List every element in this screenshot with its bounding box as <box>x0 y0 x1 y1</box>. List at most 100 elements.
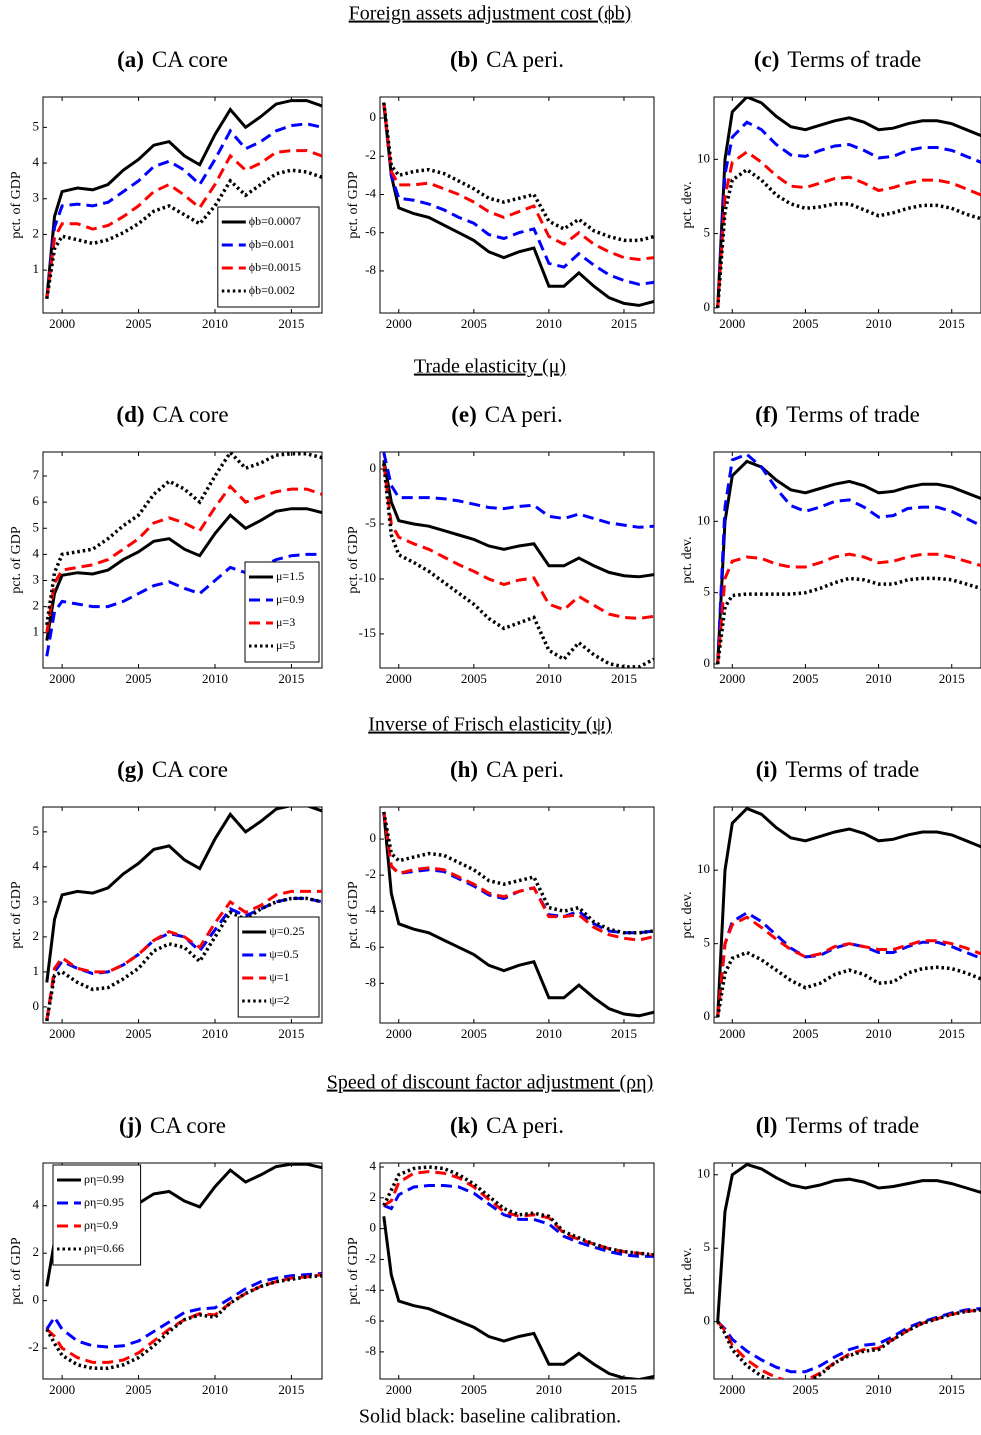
y-tick-label: 6 <box>33 493 40 508</box>
series-line <box>45 122 322 299</box>
y-tick-label: 1 <box>33 963 40 978</box>
series-line <box>716 459 981 665</box>
y-tick-label: 7 <box>33 467 40 482</box>
y-axis-label: pct. dev. <box>680 1248 695 1295</box>
legend-label: ψ=1 <box>269 970 289 984</box>
series-line <box>715 950 981 1018</box>
y-axis-label: pct. of GDP <box>9 881 24 948</box>
x-tick-label: 2015 <box>939 671 965 686</box>
y-tick-label: 0 <box>370 830 377 845</box>
panel-label: (f) <box>755 402 778 427</box>
plot-frame <box>713 451 981 669</box>
y-tick-label: 0 <box>704 1313 711 1328</box>
panel: (e) CA peri. pct. of GDP 2000 2005 2010 2015 -1… <box>346 402 655 686</box>
x-tick-label: 2005 <box>126 316 152 331</box>
legend-label: ρη=0.66 <box>84 1241 124 1255</box>
panel: (j) CA core pct. of GDP 2000 2005 2010 2015 -2 0… <box>9 1113 323 1397</box>
y-tick-label: -4 <box>365 902 376 917</box>
x-tick-label: 2000 <box>49 671 75 686</box>
y-axis-label: pct. dev. <box>680 537 695 584</box>
panel-title-text: CA peri. <box>486 47 564 72</box>
series-line <box>382 463 654 621</box>
panel-title-text: CA core <box>152 757 228 782</box>
x-tick-label: 2005 <box>461 1382 487 1397</box>
x-tick-label: 2015 <box>939 1026 965 1041</box>
panel-title-text: CA core <box>150 1113 226 1138</box>
y-tick-label: -6 <box>365 224 376 239</box>
legend-label: ρη=0.95 <box>84 1195 124 1209</box>
panel-label: (l) <box>756 1113 778 1138</box>
panel-title: (d) CA core <box>116 402 228 427</box>
y-tick-label: 5 <box>704 1239 711 1254</box>
x-tick-label: 2005 <box>792 1026 818 1041</box>
legend-label: ρη=0.9 <box>84 1218 118 1232</box>
panel-label: (e) <box>451 402 477 427</box>
series-line <box>45 168 322 299</box>
x-tick-label: 2005 <box>461 1026 487 1041</box>
section-title: Trade elasticity (μ) <box>414 356 566 378</box>
legend: μ=1.5 μ=0.9 μ=3 μ=5 <box>244 561 320 663</box>
series-line <box>45 452 322 626</box>
x-tick-label: 2010 <box>866 316 892 331</box>
legend-label: ρη=0.99 <box>84 1172 124 1186</box>
x-tick-label: 2010 <box>202 671 228 686</box>
x-tick-label: 2000 <box>49 316 75 331</box>
panel-title-text: Terms of trade <box>786 402 920 427</box>
y-tick-label: 4 <box>33 154 40 169</box>
panel: (h) CA peri. pct. of GDP 2000 2005 2010 2015 -8… <box>346 757 655 1041</box>
y-tick-label: -8 <box>365 974 376 989</box>
y-axis-label: pct. dev. <box>680 182 695 229</box>
x-tick-label: 2000 <box>719 316 745 331</box>
series-line <box>45 896 322 1022</box>
y-axis-label: pct. of GDP <box>9 526 24 593</box>
series-line <box>716 150 981 308</box>
x-tick-label: 2015 <box>611 1382 637 1397</box>
panel: (a) CA core pct. of GDP 2000 2005 2010 2015 1 2 3… <box>9 47 323 331</box>
x-tick-label: 2015 <box>939 316 965 331</box>
x-tick-label: 2010 <box>536 1382 562 1397</box>
x-tick-label: 2010 <box>866 1026 892 1041</box>
y-tick-label: -5 <box>365 515 376 530</box>
y-tick-label: 4 <box>370 1158 377 1173</box>
y-tick-label: 0 <box>33 998 40 1013</box>
series-line <box>382 459 654 579</box>
panel: (k) CA peri. pct. of GDP 2000 2005 2010 2015 -8… <box>346 1113 655 1397</box>
series-line <box>383 1170 654 1257</box>
y-tick-label: 2 <box>33 598 40 613</box>
panel-title: (b) CA peri. <box>450 47 564 72</box>
y-axis-label: pct. of GDP <box>346 526 361 593</box>
panel-title: (a) CA core <box>117 47 228 72</box>
series-line <box>715 576 981 665</box>
section-title: Speed of discount factor adjustment (ρη) <box>327 1072 653 1094</box>
series-line <box>382 1216 654 1379</box>
panel-title-text: Terms of trade <box>787 47 921 72</box>
y-tick-label: 5 <box>33 519 40 534</box>
y-axis-label: pct. of GDP <box>9 1237 24 1304</box>
panel-title: (h) CA peri. <box>450 757 564 782</box>
section-title: Foreign assets adjustment cost (ϕb) <box>349 3 632 25</box>
x-tick-label: 2000 <box>719 671 745 686</box>
x-tick-label: 2005 <box>126 1382 152 1397</box>
panel: (i) Terms of trade pct. dev. 2000 2005 2010 20… <box>680 757 981 1041</box>
legend-label: ψ=0.5 <box>269 947 298 961</box>
y-tick-label: -8 <box>365 262 376 277</box>
x-tick-label: 2010 <box>202 316 228 331</box>
y-tick-label: -2 <box>365 147 376 162</box>
series-line <box>716 120 981 308</box>
y-tick-label: -15 <box>359 625 376 640</box>
plot-frame <box>379 806 655 1024</box>
series-line <box>716 452 981 665</box>
y-tick-label: 5 <box>33 118 40 133</box>
x-tick-label: 2000 <box>386 1026 412 1041</box>
panel: (b) CA peri. pct. of GDP 2000 2005 2010 2015 -8… <box>346 47 655 331</box>
panel-title: (e) CA peri. <box>451 402 562 427</box>
x-tick-label: 2000 <box>386 316 412 331</box>
plot-frame <box>42 1162 323 1380</box>
series-line <box>382 463 654 668</box>
x-tick-label: 2005 <box>792 316 818 331</box>
series-line <box>716 1308 981 1379</box>
x-tick-label: 2000 <box>49 1026 75 1041</box>
panel-title-text: CA core <box>153 402 229 427</box>
legend-label: ϕb=0.0015 <box>249 260 301 274</box>
x-tick-label: 2010 <box>536 1026 562 1041</box>
